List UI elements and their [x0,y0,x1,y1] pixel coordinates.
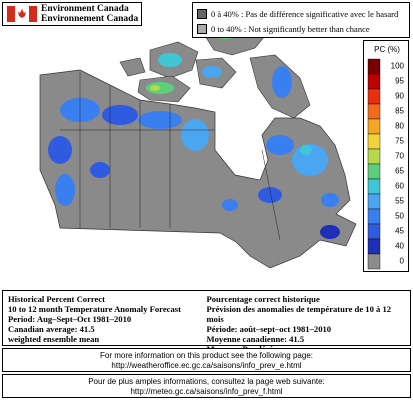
text-line: Period: Aug–Sept–Oct 1981–2010 [8,314,132,324]
text-line: Pourcentage correct historique [206,294,320,304]
boundaries [60,72,281,241]
text-line: 10 to 12 month Temperature Anomaly Forec… [8,304,181,314]
colorbar-label: 85 [395,107,404,116]
map [39,9,357,269]
text-line: Période: août–sept–oct 1981–2010 [206,324,332,334]
text-line: Canadian average: 41.5 [8,324,95,334]
text-line: http://meteo.gc.ca/saisons/info_prev_f.h… [130,387,283,396]
color-swatch [367,118,381,135]
colorbar-label: 75 [395,137,404,146]
text-line: Pour de plus amples informations, consul… [88,377,325,386]
color-swatch [367,103,381,120]
color-swatch [367,148,381,165]
legend-notes: 0 à 40% : Pas de différence significativ… [192,2,410,38]
colorbar-label: 80 [395,122,404,131]
text-line: http://weatheroffice.ec.gc.ca/saisons/in… [111,361,302,370]
color-swatch [367,238,381,255]
colorbar-label: 90 [395,92,404,101]
colorbar-label: 0 [400,257,405,266]
info-fr: Pourcentage correct historique Prévision … [206,294,406,354]
colorbar: PC (%) 100 95 90 85 80 75 70 65 60 55 50 45 40 0 [363,40,409,272]
footer-en: For more information on this product see… [2,348,411,372]
footer-fr: Pour de plus amples informations, consul… [2,374,411,398]
colorbar-label: 50 [395,212,404,221]
legend-note: 0 to 40% : Not significantly better than… [211,23,370,34]
text-line: Historical Percent Correct [8,294,106,304]
color-swatch [367,223,381,240]
text-line: For more information on this product see… [99,351,313,360]
colorbar-label: 70 [395,152,404,161]
agency-en: Environment Canada [41,4,129,14]
text-line: Prévision des anomalies de température d… [206,304,392,324]
flag [7,6,37,22]
color-swatch [367,253,381,270]
colorbar-label: 65 [395,167,404,176]
color-swatch [367,163,381,180]
color-swatch [367,58,381,75]
legend-note: 0 à 40% : Pas de différence significativ… [211,8,399,19]
color-swatch [367,208,381,225]
colorbar-label: 45 [395,227,404,236]
color-swatch [367,178,381,195]
color-swatch [367,193,381,210]
logo: Environment Canada Environnement Canada [2,2,142,26]
colorbar-label: 40 [395,242,404,251]
text-line: weighted ensemble mean [8,334,100,344]
color-swatch [367,73,381,90]
info-box: Historical Percent Correct 10 to 12 month… [2,290,411,354]
color-swatch [367,88,381,105]
info-en: Historical Percent Correct 10 to 12 month… [8,294,207,344]
colorbar-label: 55 [395,197,404,206]
colorbar-title: PC (%) [374,45,400,54]
colorbar-label: 95 [395,77,404,86]
text-line: Moyenne canadienne: 41.5 [206,334,305,344]
color-swatch [367,133,381,150]
colorbar-label: 60 [395,182,404,191]
colorbar-label: 100 [391,62,405,71]
skill-blobs [48,98,340,239]
agency-fr: Environnement Canada [41,14,139,24]
